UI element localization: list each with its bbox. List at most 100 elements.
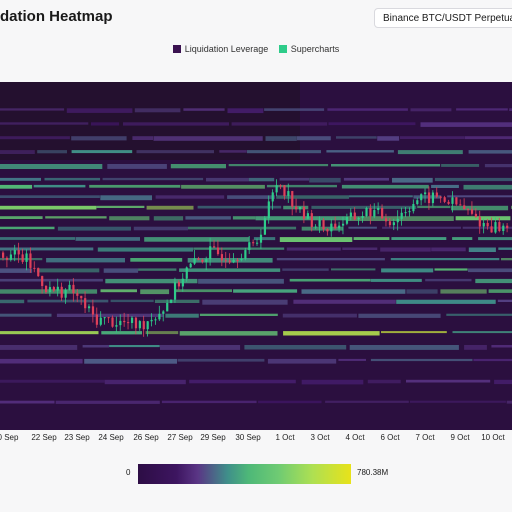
liquidation-band-segment	[219, 150, 247, 153]
x-tick-label: 0 Sep	[0, 433, 19, 442]
candle-body	[64, 289, 67, 298]
candle-body	[99, 317, 102, 325]
x-tick-label: 3 Oct	[310, 433, 330, 442]
liquidation-band-segment	[484, 164, 512, 168]
candle-body	[357, 217, 360, 220]
candle-body	[240, 258, 243, 261]
liquidation-band-segment	[400, 136, 465, 139]
liquidation-band-segment	[380, 247, 431, 252]
liquidation-band-segment	[231, 122, 328, 126]
liquidation-band-segment	[0, 400, 55, 404]
candle-body	[431, 192, 435, 204]
candle-body	[384, 218, 388, 222]
liquidation-band-segment	[301, 289, 406, 294]
candle-body	[154, 319, 157, 321]
candle-body	[267, 201, 270, 219]
liquidation-band-segment	[276, 258, 385, 261]
liquidation-band-segment	[0, 358, 83, 364]
liquidation-band-segment	[71, 150, 133, 154]
candle-body	[474, 213, 478, 217]
liquidation-band-segment	[265, 136, 297, 141]
liquidation-band-segment	[506, 400, 512, 404]
liquidation-band-segment	[501, 258, 512, 261]
liquidation-band-segment	[338, 358, 366, 361]
candle-body	[142, 321, 145, 330]
candle-body	[201, 259, 204, 262]
liquidation-band-segment	[189, 379, 296, 384]
liquidation-band-segment	[349, 195, 413, 198]
liquidation-band-segment	[165, 313, 199, 318]
candle-body	[412, 204, 415, 212]
liquidation-band-segment	[160, 345, 241, 350]
candle-body	[134, 317, 138, 329]
candle-body	[181, 278, 184, 287]
liquidation-band-segment	[331, 268, 376, 271]
heatmap-plot-area[interactable]	[0, 82, 512, 430]
liquidation-band-segment	[97, 247, 193, 252]
liquidation-band-segment	[153, 216, 184, 221]
liquidation-band-segment	[381, 331, 447, 334]
liquidation-band-segment	[406, 379, 491, 383]
liquidation-band-segment	[0, 150, 35, 154]
candle-body	[275, 185, 278, 193]
liquidation-band-segment	[0, 226, 55, 230]
candle-body	[381, 207, 384, 219]
liquidation-band-segment	[109, 216, 150, 221]
candle-body	[103, 317, 106, 319]
candle-body	[193, 258, 196, 264]
liquidation-band-segment	[464, 136, 512, 140]
candle-body	[44, 285, 48, 293]
candle-body	[56, 286, 59, 291]
liquidation-band-segment	[367, 379, 401, 384]
liquidation-band-segment	[198, 278, 284, 284]
color-scale: 0 780.38M	[0, 462, 512, 484]
candle-body	[2, 252, 5, 258]
candle-body	[80, 295, 83, 299]
candle-body	[29, 253, 32, 268]
x-axis: 0 Sep 22 Sep 23 Sep 24 Sep 26 Sep 27 Sep 29 Se…	[0, 433, 512, 447]
liquidation-band-segment	[197, 205, 282, 209]
liquidation-band-segment	[258, 400, 322, 404]
candle-body	[146, 321, 149, 330]
liquidation-band-segment	[0, 184, 33, 189]
liquidation-band-segment	[353, 237, 390, 240]
liquidation-band-segment	[468, 150, 512, 154]
liquidation-band-segment	[283, 331, 380, 336]
candle-body	[388, 221, 392, 226]
candle-body	[451, 197, 454, 204]
pair-selector[interactable]: Binance BTC/USDT Perpetual	[374, 8, 512, 28]
candle-body	[111, 317, 114, 327]
candle-body	[177, 282, 181, 287]
liquidation-band-segment	[431, 247, 466, 252]
liquidation-band-segment	[0, 195, 100, 198]
candle-body	[197, 258, 200, 260]
liquidation-band-segment	[0, 164, 103, 169]
candle-body	[220, 254, 224, 261]
legend-item-liquidation[interactable]: Liquidation Leverage	[172, 44, 268, 54]
candle-body	[256, 242, 259, 244]
candle-body	[263, 218, 267, 235]
candle-body	[322, 219, 325, 230]
candle-body	[13, 249, 16, 255]
liquidation-band-segment	[144, 237, 250, 242]
candle-body	[68, 284, 71, 290]
candle-body	[107, 317, 110, 319]
candle-body	[166, 302, 169, 312]
legend-item-supercharts[interactable]: Supercharts	[278, 44, 339, 54]
candle-body	[91, 306, 95, 315]
candle-body	[25, 253, 28, 262]
candle-body	[392, 222, 395, 226]
liquidation-band-segment	[382, 226, 461, 229]
candle-body	[463, 205, 466, 210]
liquidation-band-segment	[140, 289, 170, 295]
liquidation-band-segment	[406, 289, 438, 294]
liquidation-band-segment	[101, 331, 142, 335]
liquidation-band-segment	[146, 205, 194, 210]
candle-body	[490, 226, 493, 233]
liquidation-band-segment	[233, 289, 298, 293]
candle-body	[447, 201, 450, 204]
candle-body	[21, 254, 24, 262]
liquidation-band-segment	[202, 299, 288, 305]
legend-swatch-supercharts	[278, 45, 287, 53]
liquidation-band-segment	[326, 150, 394, 153]
